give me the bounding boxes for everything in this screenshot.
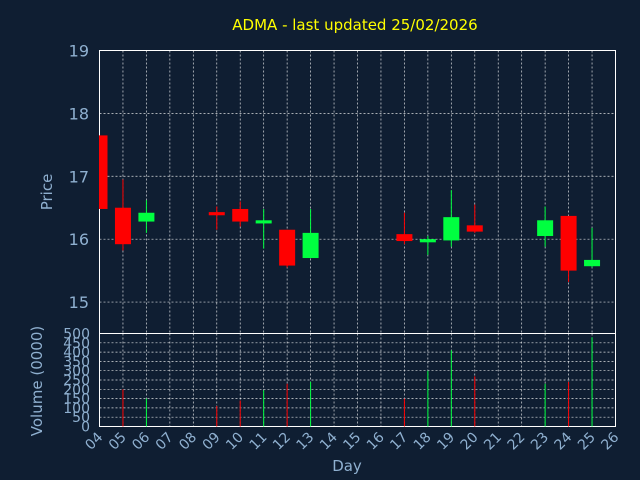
candle-body [208,212,225,216]
chart-title: ADMA - last updated 25/02/2026 [232,16,477,34]
volume-tick-label: 500 [63,327,90,343]
candle-body [419,239,436,243]
candle-body [466,225,483,232]
volume-axis-label: Volume (0000) [28,326,46,436]
x-tick-label: 25 [575,430,599,454]
x-tick-label: 26 [598,429,622,453]
volume-tick-label: 100 [63,401,90,417]
candle-10 [232,201,249,227]
candles [99,135,601,282]
candle-19 [443,190,460,247]
candle-18 [419,236,436,255]
price-tick-label: 17 [69,167,89,186]
x-tick-label: 17 [387,430,411,454]
candle-24 [560,215,577,282]
volume-grid [99,333,616,427]
candle-06 [138,200,155,233]
candle-13 [302,208,319,259]
volume-tick-label: 450 [63,336,90,352]
price-tick-label: 16 [69,230,89,249]
volume-tick-label: 200 [63,382,90,398]
candle-05 [114,179,131,251]
x-axis-label: Day [332,457,362,475]
candle-body [279,229,296,266]
volume-tick-label: 350 [63,354,90,370]
x-tick-label: 20 [458,430,482,454]
price-y-ticks: 15 16 17 18 19 [69,42,89,313]
candle-body [138,212,155,222]
candle-04 [99,135,108,209]
price-tick-label: 15 [69,293,89,312]
volume-tick-label: 150 [63,392,90,408]
candle-body [232,208,249,222]
x-tick-label: 23 [528,430,552,454]
candle-09 [208,206,225,230]
x-tick-label: 24 [551,429,575,453]
volume-tick-label: 300 [63,364,90,380]
price-axis-label: Price [38,174,56,211]
x-tick-label: 15 [340,430,364,454]
candle-25 [584,227,601,268]
candle-12 [279,229,296,268]
volume-tick-label: 400 [63,345,90,361]
x-tick-label: 11 [247,430,271,454]
volume-tick-label: 0 [81,420,90,436]
x-tick-label: 07 [153,430,177,454]
price-grid [99,50,616,334]
volume-tick-label: 250 [63,373,90,389]
candle-body [114,207,131,245]
volume-plot-frame [99,333,616,427]
price-tick-label: 18 [69,104,89,123]
candle-11 [255,208,272,249]
candle-body [302,232,319,259]
candle-body [537,220,554,237]
x-tick-label: 09 [200,430,224,454]
x-tick-label: 13 [293,430,317,454]
candle-body [99,135,108,209]
candle-body [255,220,272,224]
x-tick-label: 14 [317,429,341,453]
price-tick-label: 19 [69,42,89,61]
volume-tick-label: 50 [72,410,90,426]
candle-body [560,215,577,271]
candle-23 [537,206,554,247]
candle-body [396,234,413,242]
x-tick-label: 22 [505,430,529,454]
volume-bars [122,337,593,427]
x-tick-label: 19 [434,430,458,454]
x-tick-label: 10 [223,430,247,454]
candle-17 [396,212,413,245]
candle-body [584,259,601,267]
x-tick-label: 06 [129,429,153,453]
x-tick-label: 18 [411,430,435,454]
x-tick-label: 12 [270,430,294,454]
x-tick-label: 16 [364,429,388,453]
candle-20 [466,204,483,233]
x-tick-label: 05 [106,430,130,454]
x-ticks: 04 05 06 07 08 09 10 11 12 13 14 15 16 17 18 19 20 21 22 23… [82,429,622,453]
x-tick-label: 21 [481,430,505,454]
candle-body [443,217,460,241]
x-tick-label: 08 [176,430,200,454]
